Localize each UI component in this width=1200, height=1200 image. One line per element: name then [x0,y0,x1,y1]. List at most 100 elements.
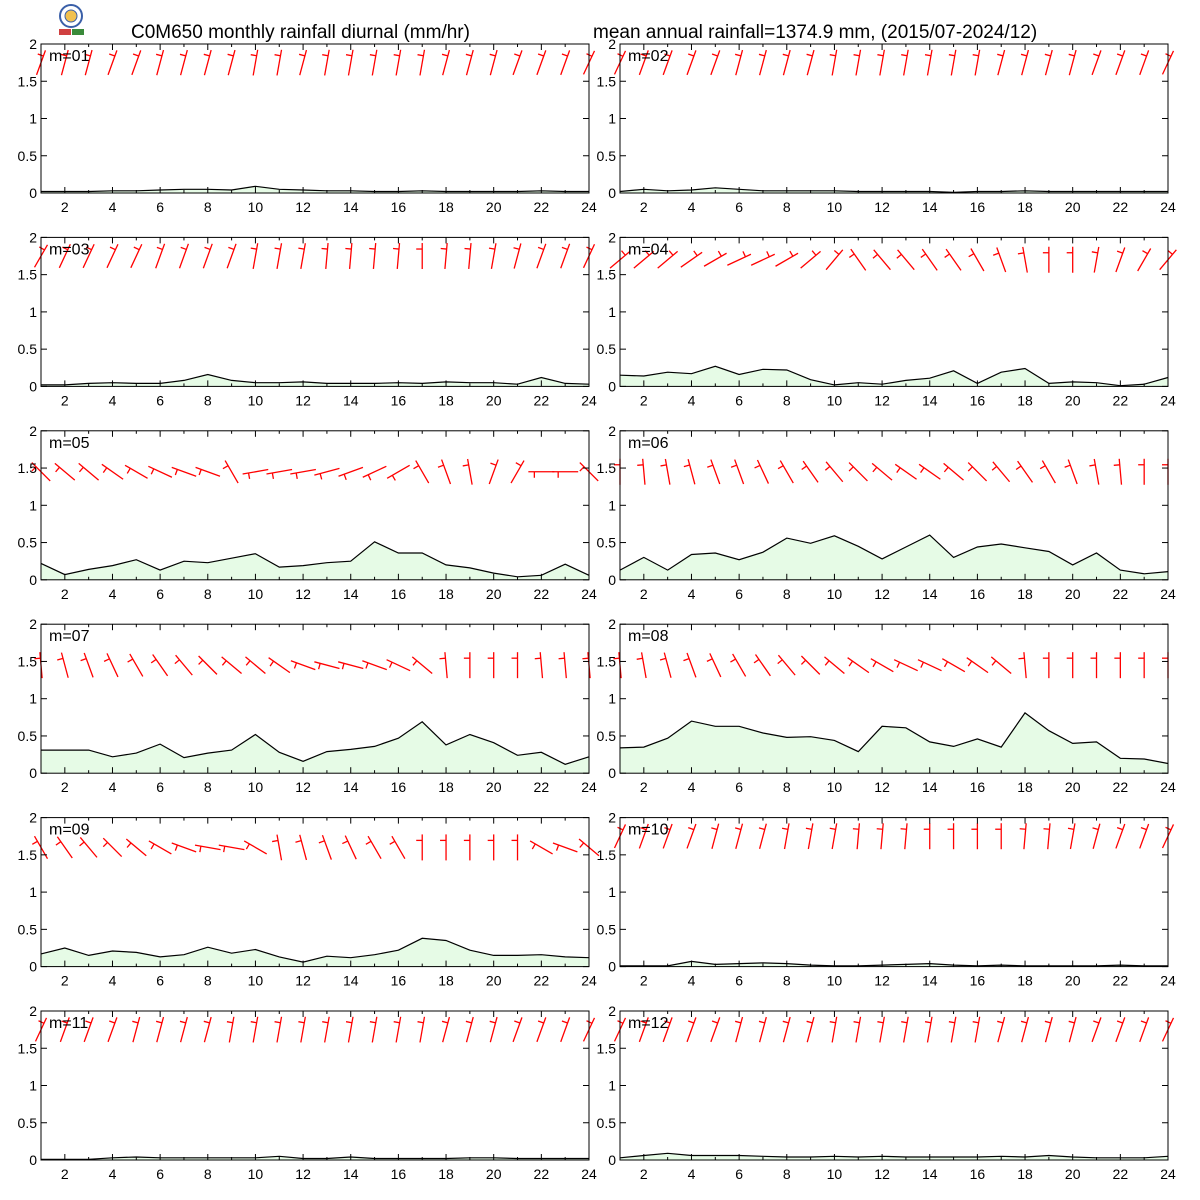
x-tick-label: 8 [783,199,791,215]
wind-barb [127,653,144,677]
y-tick-label: 2 [608,423,616,439]
wind-barb [1068,1016,1077,1043]
panel-frame [619,236,1169,387]
wind-barb [638,1017,649,1043]
panel-frame [619,43,1169,194]
x-tick-label: 10 [827,199,843,215]
x-tick-label: 12 [874,392,890,408]
panel-m09: 00.511.522 4 6 8 10 12 14 16 18 20 22 24m=09 [18,810,600,989]
wind-barb [131,50,142,76]
x-tick-label: 20 [486,586,502,602]
wind-barb [536,50,547,76]
wind-barb [1044,49,1053,76]
wind-barb [967,462,988,482]
wind-barb [298,1016,306,1043]
x-tick-label: 16 [391,973,407,989]
wind-barb [997,49,1006,76]
wind-barb [203,49,212,76]
x-tick-label: 4 [109,392,117,408]
wind-barb [321,243,329,270]
wind-barb [221,656,242,675]
wind-barb [345,49,354,76]
wind-barb [462,458,473,485]
wind-barb [1067,823,1076,850]
x-tick-label: 2 [61,973,69,989]
wind-barb [871,462,893,481]
wind-barb [900,823,908,850]
x-tick-label: 18 [438,1166,454,1182]
y-tick-label: 1.5 [597,460,617,476]
wind-barb [948,49,957,76]
wind-barb [338,466,364,481]
wind-barb [198,655,218,675]
wind-barb [706,653,722,678]
panel-m08: 00.511.522 4 6 8 10 12 14 16 18 20 22 24m=08 [597,616,1176,795]
x-tick-label: 8 [783,973,791,989]
x-tick-label: 20 [1065,779,1081,795]
x-tick-label: 2 [61,392,69,408]
rain-line [41,1155,589,1160]
wind-barb [272,834,283,861]
wind-barb [734,823,744,849]
wind-barb [923,823,931,850]
x-tick-label: 14 [343,779,359,795]
wind-barb [896,249,915,271]
rain-area [620,961,1168,967]
wind-barb [298,49,308,76]
x-tick-label: 16 [970,779,986,795]
wind-barb [369,49,378,76]
y-tick-label: 0.5 [597,341,617,357]
wind-barb [511,652,519,679]
x-tick-label: 20 [1065,973,1081,989]
wind-barb [730,459,745,485]
wind-barb [758,823,767,849]
x-tick-label: 22 [534,973,550,989]
x-tick-label: 24 [1160,1166,1176,1182]
wind-barb [417,49,426,76]
wind-barb [805,823,814,850]
x-tick-label: 16 [391,199,407,215]
wind-barb [274,1016,283,1043]
wind-barb [1162,652,1169,679]
lab-logo-icon [59,4,84,35]
y-tick-label: 1 [29,691,37,707]
wind-barb [1137,248,1152,272]
wind-barb [441,49,451,76]
wind-barb [60,49,69,76]
wind-barb [800,655,821,675]
wind-barb [243,840,268,855]
wind-barb [386,464,410,481]
x-tick-label: 16 [970,586,986,602]
panel-m06: 00.511.522 4 6 8 10 12 14 16 18 20 22 24m=06 [597,423,1176,602]
y-tick-label: 1 [608,691,616,707]
wind-barb [102,837,123,858]
x-tick-label: 8 [783,586,791,602]
month-label: m=05 [49,435,90,452]
wind-barb [55,836,73,859]
wind-barb [947,823,955,850]
x-tick-label: 24 [581,973,597,989]
wind-barb [1064,459,1078,485]
wind-barb [125,838,147,857]
wind-barb [1068,49,1077,76]
logo [53,2,89,38]
chart-title-left: C0M650 monthly rainfall diurnal (mm/hr) [131,22,470,43]
x-tick-label: 22 [534,392,550,408]
wind-barb [441,1016,451,1043]
y-tick-label: 1.5 [18,267,38,283]
wind-barb [734,1016,744,1043]
x-tick-label: 24 [1160,392,1176,408]
x-tick-label: 2 [640,392,648,408]
wind-barb [730,653,747,677]
x-tick-label: 8 [783,1166,791,1182]
rain-area [41,721,589,774]
wind-barb [662,50,673,76]
x-tick-label: 2 [640,1166,648,1182]
x-tick-label: 2 [640,779,648,795]
wind-barb [683,459,696,485]
x-tick-label: 20 [1065,1166,1081,1182]
wind-barb [529,840,553,855]
wind-barb [876,823,884,850]
wind-barb [991,461,1011,483]
